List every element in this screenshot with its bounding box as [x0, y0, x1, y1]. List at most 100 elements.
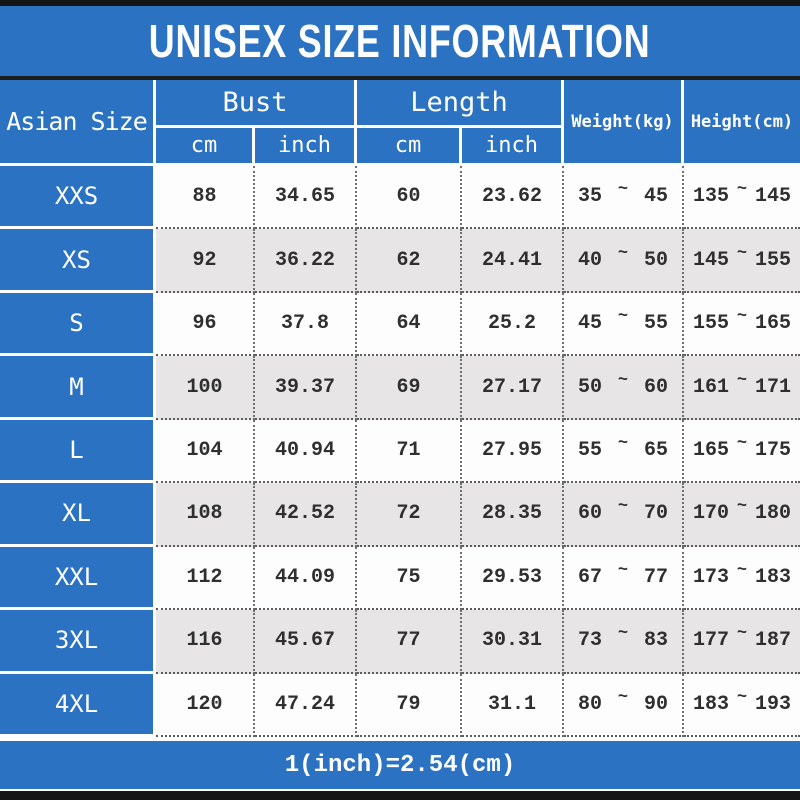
- tilde-separator: ~: [736, 307, 748, 327]
- tilde-separator: ~: [617, 687, 629, 707]
- weight-min: 67: [578, 565, 603, 589]
- height-min: 165: [693, 438, 730, 462]
- subheader-length-cm: cm: [357, 128, 462, 163]
- weight-min: 40: [578, 248, 603, 272]
- weight-range: 40 ~ 50: [564, 229, 684, 293]
- weight-max: 45: [643, 185, 668, 209]
- tilde-separator: ~: [736, 497, 748, 517]
- weight-min: 35: [578, 185, 603, 209]
- height-max: 183: [754, 565, 791, 589]
- size-label: S: [0, 292, 156, 357]
- top-black-border: [0, 0, 800, 6]
- table-body: XXS 88 34.65 60 23.62 35 ~ 45 135 ~ 145 …: [0, 166, 800, 737]
- length-cm-value: 72: [357, 483, 462, 547]
- bust-inch-value: 44.09: [255, 546, 357, 611]
- length-cm-value: 64: [357, 292, 462, 357]
- column-header-bust: Bust: [156, 80, 357, 128]
- height-min: 183: [693, 692, 730, 716]
- table-row: XXL 112 44.09 75 29.53 67 ~ 77 173 ~ 183: [0, 546, 800, 611]
- weight-min: 73: [578, 629, 603, 653]
- weight-max: 77: [643, 565, 668, 589]
- table-row: XS 92 36.22 62 24.41 40 ~ 50 145 ~ 155: [0, 229, 800, 293]
- title-banner: UNISEX SIZE INFORMATION: [0, 6, 800, 76]
- bust-inch-value: 47.24: [255, 673, 357, 737]
- weight-max: 55: [643, 312, 668, 336]
- tilde-separator: ~: [617, 307, 629, 327]
- subheader-length-inch: inch: [462, 128, 564, 163]
- weight-range: 45 ~ 55: [564, 292, 684, 357]
- tilde-separator: ~: [617, 433, 629, 453]
- table-row: S 96 37.8 64 25.2 45 ~ 55 155 ~ 165: [0, 292, 800, 357]
- subheader-bust-inch: inch: [255, 128, 357, 163]
- weight-range: 35 ~ 45: [564, 166, 684, 230]
- bust-inch-value: 40.94: [255, 419, 357, 484]
- height-range: 135 ~ 145: [684, 166, 800, 230]
- weight-min: 50: [578, 375, 603, 399]
- weight-range: 50 ~ 60: [564, 356, 684, 420]
- tilde-separator: ~: [617, 560, 629, 580]
- length-cm-value: 75: [357, 546, 462, 611]
- weight-range: 60 ~ 70: [564, 483, 684, 547]
- height-max: 175: [754, 438, 791, 462]
- tilde-separator: ~: [736, 180, 748, 200]
- tilde-separator: ~: [736, 687, 748, 707]
- weight-range: 55 ~ 65: [564, 419, 684, 484]
- weight-max: 60: [643, 375, 668, 399]
- bust-cm-value: 96: [156, 292, 255, 357]
- table-row: XL 108 42.52 72 28.35 60 ~ 70 170 ~ 180: [0, 483, 800, 547]
- length-cm-value: 62: [357, 229, 462, 293]
- bottom-white-sliver: [0, 789, 800, 791]
- height-min: 155: [693, 312, 730, 336]
- length-cm-value: 71: [357, 419, 462, 484]
- column-header-asian-size: Asian Size: [0, 80, 156, 163]
- footer-gap: [0, 737, 800, 741]
- height-max: 145: [754, 185, 791, 209]
- height-range: 165 ~ 175: [684, 419, 800, 484]
- bust-inch-value: 34.65: [255, 166, 357, 230]
- bust-cm-value: 108: [156, 483, 255, 547]
- height-min: 145: [693, 248, 730, 272]
- weight-min: 80: [578, 692, 603, 716]
- height-range: 155 ~ 165: [684, 292, 800, 357]
- tilde-separator: ~: [736, 560, 748, 580]
- height-range: 173 ~ 183: [684, 546, 800, 611]
- height-min: 173: [693, 565, 730, 589]
- table-row: L 104 40.94 71 27.95 55 ~ 65 165 ~ 175: [0, 419, 800, 484]
- tilde-separator: ~: [617, 497, 629, 517]
- tilde-separator: ~: [736, 624, 748, 644]
- length-cm-value: 69: [357, 356, 462, 420]
- bust-inch-value: 39.37: [255, 356, 357, 420]
- tilde-separator: ~: [736, 370, 748, 390]
- length-inch-value: 25.2: [462, 292, 564, 357]
- tilde-separator: ~: [617, 624, 629, 644]
- height-min: 135: [693, 185, 730, 209]
- size-label: XL: [0, 483, 156, 547]
- bust-cm-value: 100: [156, 356, 255, 420]
- bust-cm-value: 104: [156, 419, 255, 484]
- height-range: 170 ~ 180: [684, 483, 800, 547]
- size-label: M: [0, 356, 156, 420]
- tilde-separator: ~: [617, 370, 629, 390]
- bust-cm-value: 120: [156, 673, 255, 737]
- weight-range: 80 ~ 90: [564, 673, 684, 737]
- length-cm-value: 60: [357, 166, 462, 230]
- weight-min: 60: [578, 502, 603, 526]
- size-label: 3XL: [0, 610, 156, 674]
- height-range: 145 ~ 155: [684, 229, 800, 293]
- bust-inch-value: 42.52: [255, 483, 357, 547]
- table-row: 3XL 116 45.67 77 30.31 73 ~ 83 177 ~ 187: [0, 610, 800, 674]
- length-cm-value: 79: [357, 673, 462, 737]
- bust-cm-value: 92: [156, 229, 255, 293]
- length-inch-value: 27.17: [462, 356, 564, 420]
- conversion-note: 1(inch)=2.54(cm): [284, 751, 516, 779]
- size-label: 4XL: [0, 673, 156, 737]
- tilde-separator: ~: [736, 243, 748, 263]
- height-min: 177: [693, 629, 730, 653]
- size-label: L: [0, 419, 156, 484]
- height-max: 187: [754, 629, 791, 653]
- height-max: 165: [754, 312, 791, 336]
- weight-min: 45: [578, 312, 603, 336]
- height-max: 193: [754, 692, 791, 716]
- table-row: M 100 39.37 69 27.17 50 ~ 60 161 ~ 171: [0, 356, 800, 420]
- conversion-footer: 1(inch)=2.54(cm): [0, 741, 800, 789]
